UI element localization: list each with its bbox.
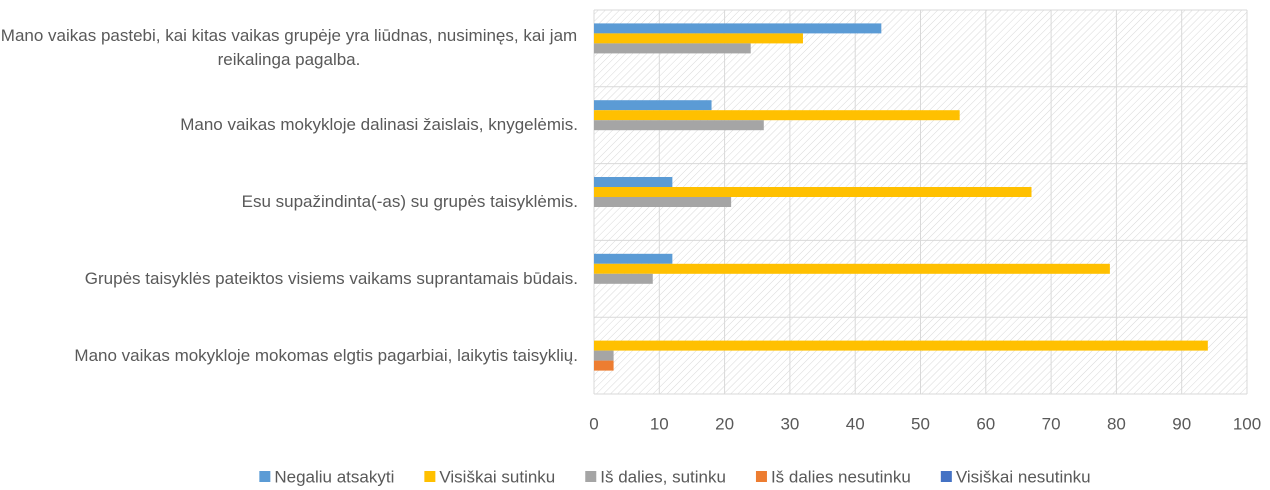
x-tick-label: 60	[976, 414, 995, 433]
category-label-box: Esu supažindinta(-as) su grupės taisyklė…	[0, 164, 578, 241]
y-tick-label: Mano vaikas mokykloje mokomas elgtis pag…	[74, 345, 578, 365]
bar	[594, 340, 1208, 351]
category-label-box: Grupės taisyklės pateiktos visiems vaika…	[0, 240, 578, 317]
legend-label: Visiškai sutinku	[439, 467, 555, 486]
bar	[594, 120, 764, 131]
category-label-box: Mano vaikas mokykloje mokomas elgtis pag…	[0, 317, 578, 394]
bar	[594, 23, 882, 34]
legend-label: Visiškai nesutinku	[956, 467, 1091, 486]
bar	[594, 100, 712, 111]
y-tick-label: Mano vaikas mokykloje dalinasi žaislais,…	[180, 115, 578, 135]
category-label-box: Mano vaikas mokykloje dalinasi žaislais,…	[0, 87, 578, 164]
bar	[594, 253, 673, 264]
bar	[594, 197, 732, 207]
y-tick-label: Esu supažindinta(-as) su grupės taisyklė…	[241, 191, 578, 211]
legend-label: Iš dalies nesutinku	[771, 467, 911, 486]
bar	[594, 273, 653, 284]
x-tick-label: 70	[1042, 414, 1061, 433]
legend-swatch	[755, 471, 767, 482]
x-tick-label: 10	[650, 414, 669, 433]
x-tick-label: 50	[911, 414, 930, 433]
legend-swatch	[585, 471, 597, 482]
y-tick-label: Mano vaikas pastebi, kai kitas vaikas gr…	[0, 26, 578, 70]
x-tick-label: 30	[780, 414, 799, 433]
legend-swatch	[259, 471, 271, 482]
bar	[594, 33, 803, 44]
bar	[594, 110, 960, 121]
y-tick-label: Grupės taisyklės pateiktos visiems vaika…	[84, 268, 578, 288]
legend-label: Negaliu atsakyti	[274, 467, 394, 486]
bar	[594, 43, 751, 54]
bar	[594, 263, 1110, 274]
x-tick-label: 0	[589, 414, 598, 433]
bar	[594, 177, 673, 187]
bar	[594, 187, 1032, 197]
legend-label: Iš dalies, sutinku	[600, 467, 726, 486]
x-tick-label: 40	[846, 414, 865, 433]
x-tick-label: 100	[1233, 414, 1261, 433]
legend-swatch	[940, 471, 952, 482]
x-tick-label: 80	[1107, 414, 1126, 433]
x-tick-label: 20	[715, 414, 734, 433]
legend-swatch	[424, 471, 436, 482]
bar	[594, 360, 614, 371]
bar	[594, 350, 614, 361]
x-tick-label: 90	[1172, 414, 1191, 433]
category-label-box: Mano vaikas pastebi, kai kitas vaikas gr…	[0, 10, 578, 87]
